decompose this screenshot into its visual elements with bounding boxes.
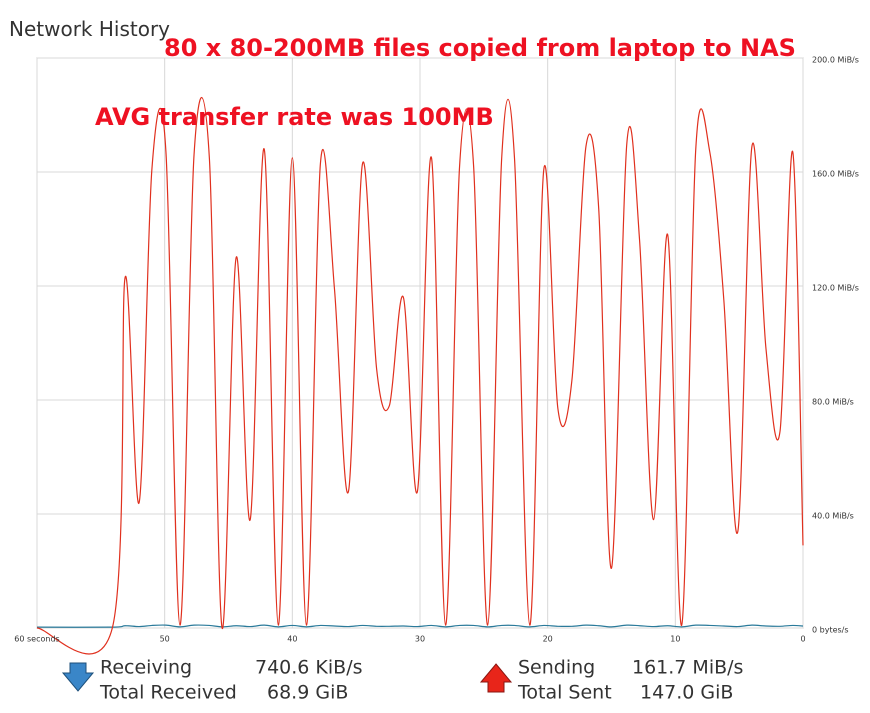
- receiving-icon: [61, 662, 95, 692]
- y-tick-label: 40.0 MiB/s: [812, 512, 854, 521]
- x-tick-label: 0: [800, 635, 805, 644]
- sending-value: 161.7 MiB/s: [632, 657, 743, 679]
- y-tick-label: 200.0 MiB/s: [812, 56, 859, 65]
- x-tick-label: 40: [287, 635, 297, 644]
- data-line: [36, 97, 804, 655]
- x-tick-label: 20: [543, 635, 553, 644]
- receiving-label: Receiving: [100, 657, 192, 679]
- total-sent-value: 147.0 GiB: [640, 682, 733, 704]
- x-tick-label: 10: [670, 635, 680, 644]
- sending-icon: [479, 663, 513, 693]
- lines: [36, 97, 804, 655]
- total-received-label: Total Received: [99, 682, 237, 704]
- data-line: [36, 624, 804, 628]
- chart-title: Network History: [9, 17, 170, 41]
- grid: [36, 57, 804, 629]
- total-sent-label: Total Sent: [517, 682, 612, 704]
- y-tick-label: 80.0 MiB/s: [812, 398, 854, 407]
- x-tick-label: 60 seconds: [14, 635, 59, 644]
- y-tick-label: 120.0 MiB/s: [812, 284, 859, 293]
- sending-label: Sending: [518, 657, 595, 679]
- total-received-value: 68.9 GiB: [267, 682, 348, 704]
- y-tick-label: 0 bytes/s: [812, 626, 849, 635]
- x-tick-label: 50: [160, 635, 170, 644]
- receiving-value: 740.6 KiB/s: [255, 657, 363, 679]
- y-tick-label: 160.0 MiB/s: [812, 170, 859, 179]
- x-tick-label: 30: [415, 635, 425, 644]
- annotation: AVG transfer rate was 100MB: [95, 103, 494, 131]
- annotation: 80 x 80-200MB files copied from laptop t…: [164, 34, 796, 62]
